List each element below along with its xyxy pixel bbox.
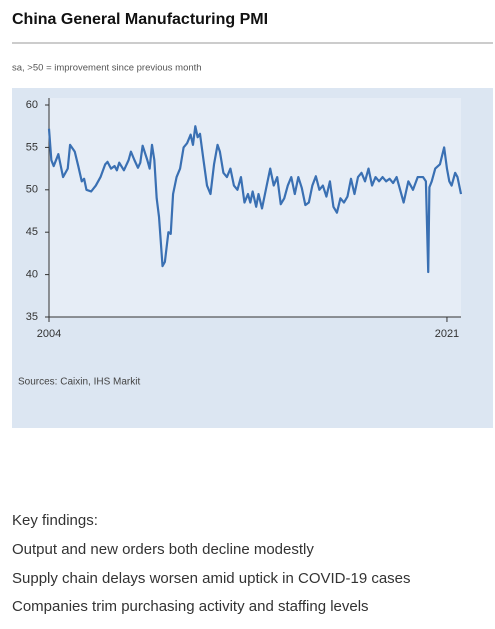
- y-tick-label: 50: [26, 184, 38, 196]
- y-tick-label: 45: [26, 226, 38, 238]
- y-tick-label: 60: [26, 99, 38, 111]
- x-tick-label: 2004: [37, 328, 61, 340]
- chart-title: China General Manufacturing PMI: [12, 11, 268, 28]
- y-tick-label: 55: [26, 141, 38, 153]
- y-tick-label: 40: [26, 269, 38, 281]
- finding: Companies trim purchasing activity and s…: [12, 598, 369, 615]
- y-tick-label: 35: [26, 311, 38, 323]
- x-tick-label: 2021: [435, 328, 459, 340]
- line-series: [47, 125, 463, 274]
- finding: Output and new orders both decline modes…: [12, 541, 314, 558]
- chart-subtitle: sa, >50 = improvement since previous mon…: [12, 63, 202, 74]
- findings-heading: Key findings:: [12, 512, 98, 529]
- finding: Supply chain delays worsen amid uptick i…: [12, 570, 411, 587]
- source: Sources: Caixin, IHS Markit: [18, 377, 140, 388]
- plot-area: [49, 98, 461, 317]
